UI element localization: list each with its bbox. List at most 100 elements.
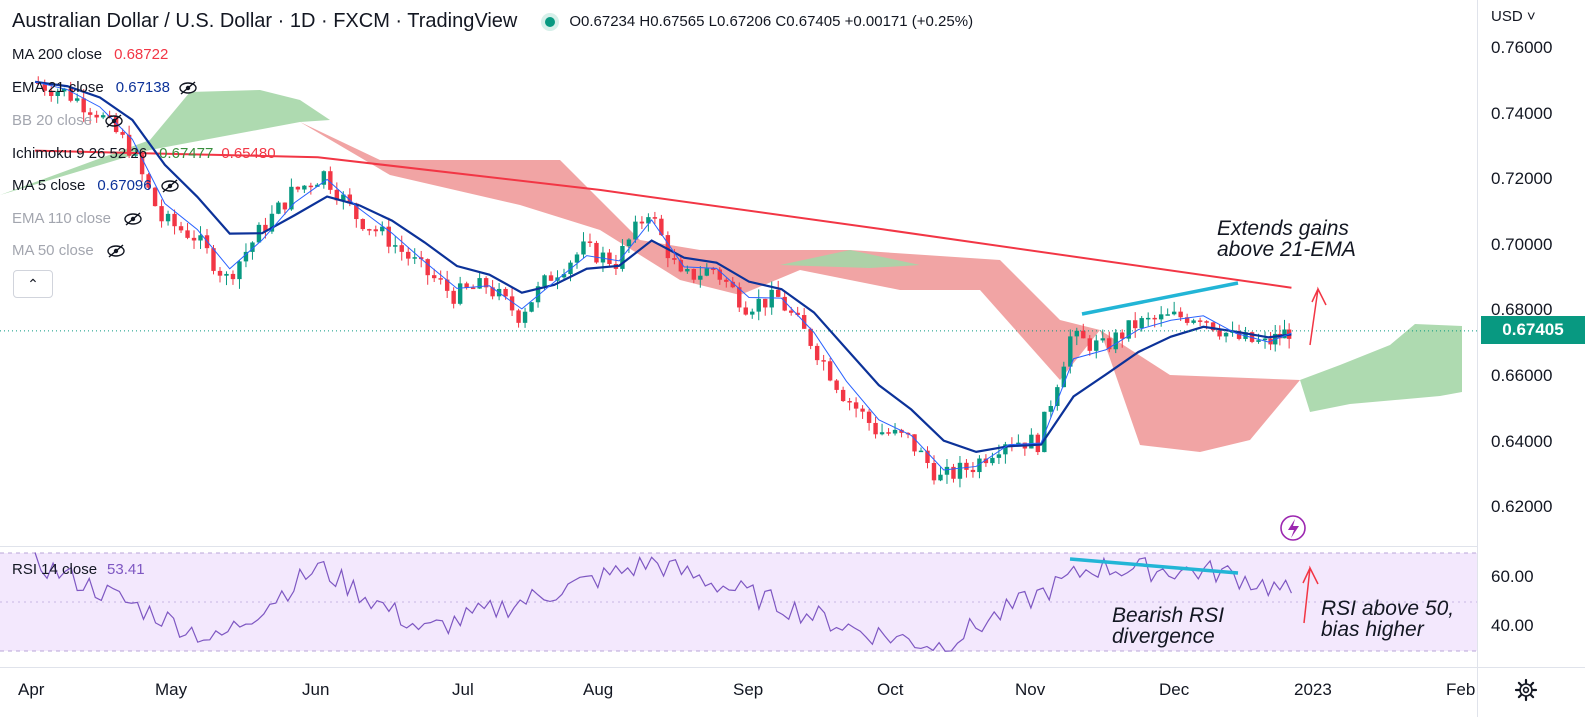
- candle-body: [996, 454, 1002, 458]
- candle-body: [873, 422, 878, 435]
- indicator-label: EMA 110 close: [12, 210, 111, 227]
- rsi-trendline: [1069, 557, 1239, 575]
- symbol-header: Australian Dollar / U.S. Dollar · 1D · F…: [12, 10, 973, 33]
- time-tick: Jul: [452, 680, 474, 699]
- candle-body: [412, 257, 417, 259]
- candle-body: [1223, 332, 1229, 337]
- candle-body: [503, 288, 508, 297]
- candle-body: [1204, 321, 1209, 323]
- candle-body: [1087, 338, 1092, 351]
- indicator-ema110[interactable]: EMA 110 close: [12, 210, 143, 227]
- hidden-eye-icon[interactable]: [123, 211, 143, 226]
- candle-body: [957, 462, 963, 479]
- candle-body: [250, 242, 255, 252]
- indicator-ema21[interactable]: EMA 21 close 0.67138: [12, 79, 198, 96]
- hidden-eye-icon[interactable]: [104, 113, 124, 128]
- candle-body: [308, 185, 314, 188]
- rsi-bias-annotation: RSI above 50, bias higher: [1321, 597, 1455, 641]
- indicator-value: 0.67096: [97, 177, 152, 194]
- candle-body: [587, 241, 593, 243]
- candlestick-series: [36, 76, 1292, 488]
- indicator-bb20[interactable]: BB 20 close: [12, 112, 124, 129]
- change-value: +0.00171: [844, 13, 908, 30]
- time-tick: Apr: [18, 680, 45, 699]
- candle-body: [659, 218, 664, 236]
- candle-body: [347, 194, 353, 204]
- hidden-eye-icon[interactable]: [106, 243, 126, 258]
- change-percent: (+0.25%): [911, 13, 974, 30]
- candle-body: [464, 283, 469, 288]
- candle-body: [951, 466, 956, 479]
- candle-body: [68, 88, 73, 101]
- candle-body: [55, 91, 60, 96]
- candle-body: [477, 278, 482, 289]
- low-value: L0.67206: [708, 13, 772, 30]
- ichimoku-cloud: [0, 90, 1462, 452]
- price-tick: 0.70000: [1491, 235, 1553, 254]
- candle-body: [438, 278, 443, 280]
- indicator-value: 0.67477: [159, 145, 214, 162]
- time-tick: Oct: [877, 680, 904, 699]
- candle-body: [646, 217, 651, 224]
- symbol-title[interactable]: Australian Dollar / U.S. Dollar · 1D · F…: [12, 10, 518, 32]
- price-annotation: Extends gains above 21-EMA: [1217, 217, 1356, 261]
- indicator-ichimoku[interactable]: Ichimoku 9 26 52 26 0.67477 0.65480: [12, 145, 284, 162]
- candle-body: [542, 275, 547, 287]
- candle-body: [289, 186, 294, 210]
- candle-body: [1113, 332, 1118, 350]
- candle-body: [360, 219, 365, 230]
- candle-body: [516, 310, 521, 323]
- rsi-value: 53.41: [107, 561, 145, 578]
- indicator-ma5[interactable]: MA 5 close 0.67096: [12, 177, 180, 194]
- time-tick: Sep: [733, 680, 764, 699]
- candle-body: [444, 279, 450, 291]
- gear-icon[interactable]: [1514, 678, 1538, 702]
- time-tick: Dec: [1159, 680, 1190, 699]
- candle-body: [276, 202, 281, 214]
- candle-body: [1217, 330, 1222, 337]
- rsi-legend[interactable]: RSI 14 close 53.41: [12, 561, 145, 578]
- currency-selector[interactable]: USD ˅: [1491, 8, 1536, 25]
- cloud-bear-segment: [300, 122, 1100, 380]
- candle-body: [938, 474, 943, 481]
- candle-body: [172, 213, 177, 227]
- candle-body: [81, 98, 86, 113]
- candle-body: [165, 213, 171, 222]
- hidden-eye-icon[interactable]: [160, 178, 180, 193]
- candle-body: [334, 189, 340, 201]
- candle-body: [302, 185, 307, 190]
- cloud-bear-segment-2: [1100, 330, 1300, 452]
- candle-body: [990, 457, 995, 464]
- candle-body: [87, 112, 93, 115]
- candle-body: [62, 88, 67, 92]
- candle-body: [367, 229, 372, 231]
- cloud-bull-segment: [0, 90, 330, 195]
- candle-body: [1074, 330, 1079, 337]
- collapse-legend-button[interactable]: ⌃: [13, 270, 53, 298]
- time-tick: Feb: [1446, 680, 1476, 699]
- candle-body: [561, 274, 567, 278]
- candle-body: [1139, 318, 1144, 329]
- candle-body: [827, 361, 833, 381]
- candle-body: [652, 217, 658, 219]
- chevron-up-icon: ⌃: [27, 275, 39, 292]
- candle-body: [970, 469, 976, 473]
- candle-body: [1094, 340, 1099, 351]
- candle-body: [756, 298, 761, 312]
- indicator-ma200[interactable]: MA 200 close 0.68722: [12, 46, 176, 63]
- indicator-label: Ichimoku 9 26 52 26: [12, 145, 148, 162]
- candle-body: [126, 134, 132, 156]
- candle-body: [341, 194, 346, 201]
- indicator-ma50[interactable]: MA 50 close: [12, 242, 126, 259]
- candle-body: [899, 429, 904, 433]
- candle-body: [178, 226, 184, 231]
- candle-body: [282, 202, 288, 210]
- hidden-eye-icon[interactable]: [178, 80, 198, 95]
- price-tick: 0.66000: [1491, 366, 1553, 385]
- rsi-tick: 60.00: [1491, 567, 1534, 586]
- cloud-bull-segment-3: [780, 250, 920, 268]
- rsi-label: RSI 14 close: [12, 561, 98, 578]
- time-tick: Aug: [583, 680, 614, 699]
- candle-body: [380, 226, 385, 232]
